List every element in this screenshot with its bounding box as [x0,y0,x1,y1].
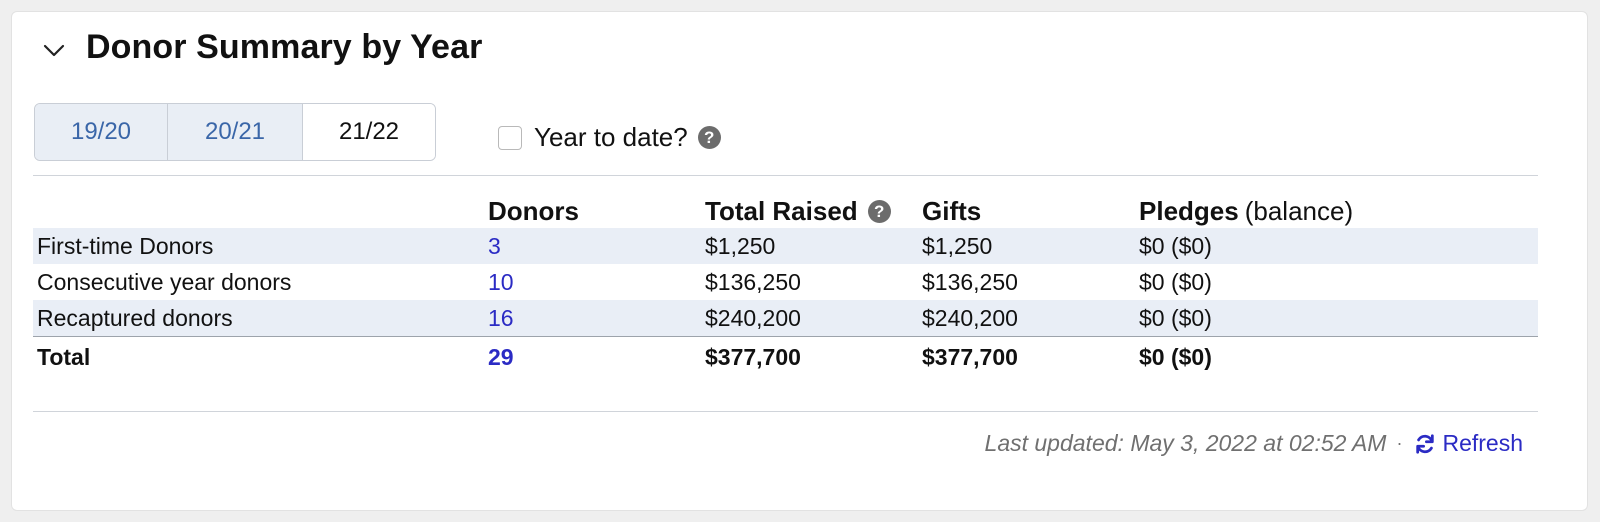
header-donors: Donors [488,196,579,227]
tab-20-21[interactable]: 20/21 [168,104,303,160]
header-donors-label: Donors [488,196,579,226]
table-total-row: Total 29 $377,700 $377,700 $0 ($0) [33,336,1538,377]
table-row: Consecutive year donors 10 $136,250 $136… [33,264,1538,300]
total-gifts-sum: $377,700 [922,343,1018,370]
pledges-value: $0 ($0) [1139,232,1212,259]
header-total-raised: Total Raised ? [705,196,891,227]
pledges-value: $0 ($0) [1139,268,1212,295]
gifts-value: $240,200 [922,304,1018,331]
row-label: First-time Donors [37,232,214,259]
header-total-raised-label: Total Raised [705,196,858,226]
table-row: Recaptured donors 16 $240,200 $240,200 $… [33,300,1538,336]
year-tabs: 19/20 20/21 21/22 [34,103,436,161]
donors-count-link[interactable]: 10 [488,268,514,295]
donors-count-link[interactable]: 3 [488,232,501,259]
divider [33,175,1538,176]
refresh-button[interactable]: Refresh [1414,430,1523,457]
panel-footer: Last updated: May 3, 2022 at 02:52 AM · … [985,430,1523,457]
header-pledges: Pledges (balance) [1139,196,1353,227]
header-pledges-note: (balance) [1244,196,1354,226]
panel-header[interactable]: Donor Summary by Year [42,28,482,67]
refresh-icon[interactable] [1414,433,1436,455]
divider [33,411,1538,412]
header-gifts: Gifts [922,196,981,227]
year-to-date-label[interactable]: Year to date? [534,122,688,152]
table-row: First-time Donors 3 $1,250 $1,250 $0 ($0… [33,228,1538,264]
donor-summary-panel: Donor Summary by Year 19/20 20/21 21/22 … [11,11,1588,511]
total-pledges-sum: $0 ($0) [1139,343,1212,370]
chevron-down-icon[interactable] [42,39,66,63]
year-to-date-toggle: Year to date? ? [498,122,721,153]
last-updated-text: Last updated: May 3, 2022 at 02:52 AM [984,430,1387,456]
year-to-date-checkbox[interactable] [498,125,522,150]
question-circle-icon[interactable]: ? [697,126,721,149]
header-gifts-label: Gifts [922,196,982,226]
tab-21-22[interactable]: 21/22 [303,104,435,160]
refresh-label[interactable]: Refresh [1442,430,1523,456]
total-raised-value: $136,250 [705,268,801,295]
pledges-value: $0 ($0) [1139,304,1212,331]
header-pledges-label: Pledges [1139,196,1239,226]
donors-count-link[interactable]: 16 [488,304,514,331]
question-circle-icon[interactable]: ? [867,200,891,223]
total-donors-link[interactable]: 29 [488,343,514,370]
gifts-value: $1,250 [922,232,993,259]
total-label: Total [37,343,91,370]
total-raised-sum: $377,700 [705,343,801,370]
row-label: Consecutive year donors [37,268,292,295]
row-label: Recaptured donors [37,304,233,331]
donor-summary-table: Donors Total Raised ? Gifts Pledges (bal… [33,192,1538,377]
tab-19-20[interactable]: 19/20 [35,104,168,160]
total-raised-value: $1,250 [705,232,776,259]
table-header: Donors Total Raised ? Gifts Pledges (bal… [33,192,1538,228]
gifts-value: $136,250 [922,268,1018,295]
total-raised-value: $240,200 [705,304,801,331]
separator-dot: · [1396,433,1403,453]
panel-title: Donor Summary by Year [86,28,483,66]
